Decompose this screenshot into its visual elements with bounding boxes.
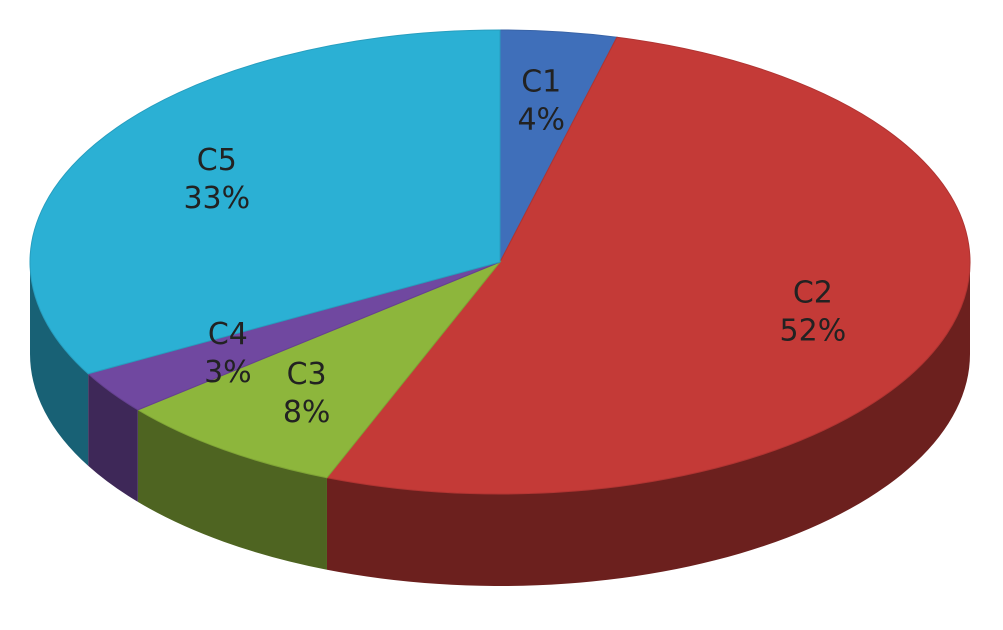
slice-side xyxy=(137,409,327,570)
slice-value-label: 8% xyxy=(283,395,331,430)
slice-category-label: C1 xyxy=(521,64,561,99)
slice-category-label: C5 xyxy=(197,143,237,178)
slice xyxy=(326,36,971,495)
slice-value-label: 52% xyxy=(780,314,847,349)
slice xyxy=(29,29,501,375)
slice-side xyxy=(30,262,89,466)
slice-side xyxy=(326,262,970,586)
slice-value-label: 4% xyxy=(517,102,565,137)
slice-value-label: 3% xyxy=(204,355,252,390)
slice-value-label: 33% xyxy=(183,181,250,216)
slice-side xyxy=(88,373,138,502)
slice-category-label: C4 xyxy=(208,317,248,352)
slice xyxy=(136,260,502,479)
slice-category-label: C2 xyxy=(793,276,833,311)
slice-category-label: C3 xyxy=(287,357,327,392)
